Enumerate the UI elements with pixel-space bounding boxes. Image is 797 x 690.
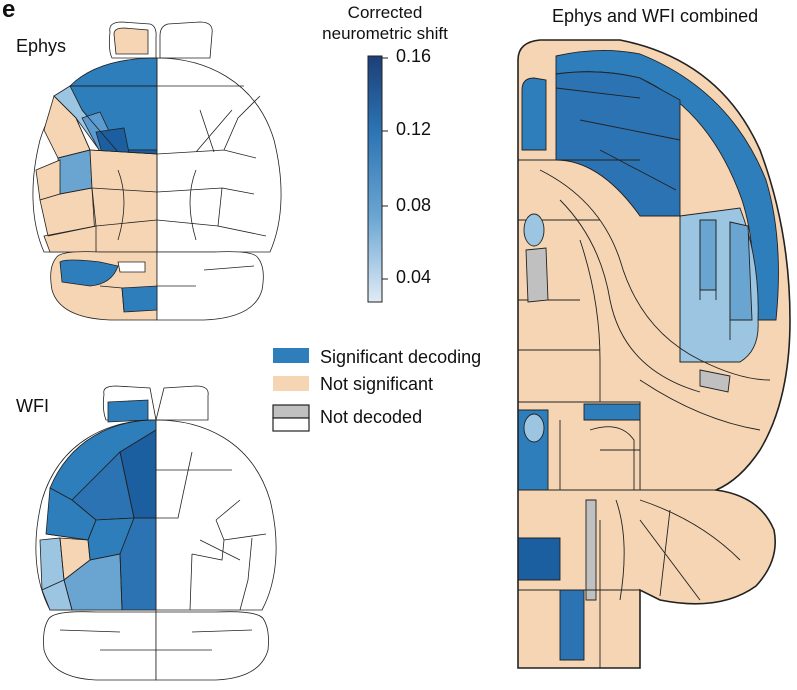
wfi-cerebellum-right: [155, 611, 269, 681]
combined-region-left-blue: [521, 77, 547, 151]
legend-swatch-significant: [273, 348, 309, 363]
ephys-brain-map: [32, 21, 282, 321]
ephys-region-visual: [89, 149, 157, 253]
ephys-region-cb-sig2: [121, 285, 158, 313]
combined-cortex-lines: [555, 87, 681, 191]
combined-lower-lines: [518, 499, 741, 668]
ephys-cerebellum-right: [156, 251, 264, 321]
colorbar-tick-008: 0.08: [396, 195, 432, 215]
colorbar-title: Corrected neurometric shift: [300, 2, 470, 44]
combined-outline: [517, 39, 791, 669]
wfi-cerebellum-left: [43, 611, 157, 681]
combined-curve-4: [639, 379, 761, 431]
colorbar-title-line1: Corrected: [347, 3, 423, 22]
ephys-cortex-right: [156, 57, 282, 253]
combined-light-lines: [679, 216, 731, 362]
combined-lower-grey: [585, 499, 597, 601]
wfi-cortex-right: [155, 419, 277, 611]
colorbar-tick-016: 0.16: [396, 46, 432, 66]
combined-curve-1: [539, 169, 771, 381]
ephys-region-mo: [69, 57, 157, 87]
wfi-right-borders: [156, 451, 267, 611]
combined-middle-blue-top: [583, 403, 641, 421]
combined-middle-lines: [559, 420, 640, 490]
wfi-region-borders: [45, 451, 156, 611]
ephys-region-borders: [47, 85, 158, 241]
wfi-olfactory-left: [107, 399, 149, 423]
ephys-right-borders: [156, 85, 267, 241]
wfi-brain-map: [35, 385, 277, 681]
wfi-label: WFI: [16, 396, 49, 416]
combined-curve-2: [559, 199, 701, 393]
combined-cortex-inner: [555, 71, 681, 217]
legend: [272, 348, 310, 432]
ephys-cb-borders: [99, 265, 255, 313]
legend-label-significant: Significant decoding: [320, 347, 482, 367]
ephys-olfactory-left: [113, 27, 149, 55]
panel-letter: e: [2, 0, 16, 23]
colorbar-tick-004: 0.04: [396, 267, 432, 287]
ephys-region-cb-white: [117, 261, 146, 273]
ephys-label: Ephys: [16, 36, 67, 56]
combined-label: Ephys and WFI combined: [552, 6, 759, 26]
combined-lower-dark: [517, 537, 561, 581]
legend-swatch-not-decoded-white: [272, 417, 310, 432]
wfi-cb-borders: [59, 629, 253, 651]
colorbar: [367, 55, 388, 303]
combined-horiz-lines: [518, 159, 640, 351]
wfi-olfactory-right: [155, 385, 209, 421]
legend-label-not-significant: Not significant: [320, 374, 434, 394]
colorbar-gradient: [367, 55, 383, 303]
combined-grey-2: [699, 369, 731, 393]
ephys-region-cb-sig1: [59, 259, 119, 287]
colorbar-title-line2: neurometric shift: [322, 24, 448, 43]
combined-curve-3: [579, 239, 601, 402]
legend-swatch-not-decoded-grey: [272, 404, 310, 419]
ephys-olfactory-right: [159, 21, 213, 59]
combined-ellipse-1: [523, 213, 545, 247]
combined-lower-blue: [559, 589, 585, 661]
combined-grey-1: [525, 247, 549, 303]
combined-brain-map: [517, 39, 791, 669]
legend-label-not-decoded: Not decoded: [320, 407, 423, 427]
combined-middle-ellipse: [523, 413, 545, 443]
colorbar-tick-012: 0.12: [396, 119, 432, 139]
legend-swatch-not-significant: [273, 376, 309, 391]
